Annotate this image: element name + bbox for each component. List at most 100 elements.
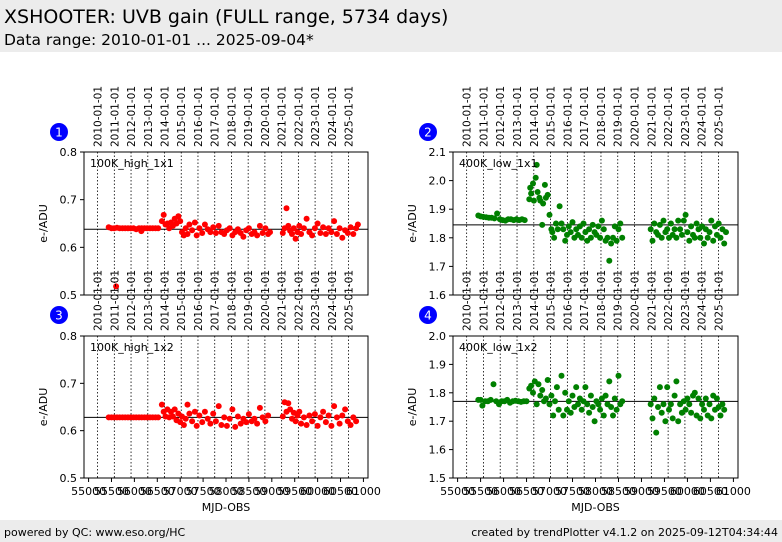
- data-point: [339, 412, 346, 419]
- data-point: [684, 395, 691, 402]
- data-point: [539, 221, 546, 228]
- data-point: [331, 218, 338, 225]
- data-point: [549, 229, 556, 236]
- year-tick-label: 2012-01-01: [126, 86, 138, 147]
- data-point: [533, 401, 540, 408]
- data-point: [210, 224, 217, 231]
- year-tick-label: 2020-01-01: [260, 86, 272, 147]
- year-tick-label: 2025-01-01: [714, 270, 726, 331]
- data-point: [177, 218, 184, 225]
- data-point: [565, 398, 572, 405]
- data-point: [204, 415, 211, 422]
- data-point: [721, 406, 728, 413]
- data-point: [565, 223, 572, 230]
- year-tick-label: 2010-01-01: [93, 270, 105, 331]
- data-point: [708, 415, 715, 422]
- year-tick-label: 2013-01-01: [512, 86, 524, 147]
- year-tick-label: 2017-01-01: [210, 86, 222, 147]
- data-point: [677, 226, 684, 233]
- data-point: [701, 240, 707, 247]
- data-point: [521, 217, 528, 224]
- data-point: [285, 222, 292, 229]
- data-point: [336, 420, 343, 427]
- data-point: [298, 231, 305, 237]
- y-tick-label: 1.9: [429, 203, 447, 216]
- x-tick-label: 59000: [254, 485, 289, 498]
- data-point: [651, 220, 658, 227]
- data-point: [610, 412, 616, 419]
- y-tick-label: 1.6: [429, 444, 447, 457]
- data-point: [613, 406, 620, 413]
- data-point: [243, 419, 250, 426]
- year-tick-label: 2024-01-01: [697, 86, 709, 147]
- data-point: [619, 234, 626, 241]
- data-point: [539, 387, 546, 393]
- data-point: [285, 400, 292, 407]
- plot-frame: [83, 335, 369, 479]
- data-point: [191, 219, 198, 226]
- data-point: [528, 190, 535, 197]
- x-axis-label: MJD-OBS: [202, 501, 250, 514]
- data-point: [199, 230, 206, 236]
- data-point: [658, 409, 665, 416]
- data-point: [544, 191, 551, 198]
- x-axis-label: MJD-OBS: [571, 501, 619, 514]
- x-tick-label: 57000: [163, 485, 198, 498]
- data-point: [283, 205, 290, 212]
- data-point: [699, 401, 706, 408]
- data-point: [218, 422, 225, 428]
- data-point: [191, 408, 198, 415]
- data-point: [688, 223, 695, 230]
- panel-number: 1: [55, 126, 63, 140]
- year-tick-label: 2025-01-01: [344, 270, 356, 331]
- x-tick-label: 56500: [140, 485, 175, 498]
- data-point: [537, 392, 544, 399]
- data-point: [189, 227, 196, 234]
- data-point: [193, 422, 200, 429]
- data-point: [289, 231, 295, 237]
- data-point: [331, 403, 338, 410]
- y-tick-label: 2.0: [429, 330, 447, 343]
- data-point: [595, 401, 602, 408]
- year-tick-label: 2025-01-01: [344, 86, 356, 147]
- data-point: [598, 217, 605, 224]
- data-point: [207, 420, 214, 427]
- data-point: [688, 409, 695, 416]
- page-title: XSHOOTER: UVB gain (FULL range, 5734 day…: [4, 6, 449, 28]
- data-point: [562, 389, 569, 396]
- data-point: [664, 384, 671, 391]
- data-point: [546, 211, 553, 218]
- y-tick-label: 0.6: [60, 241, 78, 254]
- data-point: [298, 420, 305, 427]
- data-point: [267, 229, 273, 236]
- year-tick-label: 2013-01-01: [512, 270, 524, 331]
- data-point: [171, 406, 178, 413]
- year-tick-label: 2022-01-01: [663, 270, 675, 331]
- footer-credit: powered by QC: www.eso.org/HC: [4, 526, 186, 539]
- year-tick-label: 2021-01-01: [646, 86, 658, 147]
- data-point: [229, 406, 236, 413]
- data-point: [491, 215, 498, 222]
- data-point: [584, 401, 591, 408]
- year-tick-label: 2015-01-01: [546, 270, 558, 331]
- data-point: [597, 406, 604, 413]
- year-tick-label: 2014-01-01: [160, 270, 172, 331]
- year-tick-label: 2015-01-01: [176, 86, 188, 147]
- x-tick-label: 61000: [716, 485, 751, 498]
- data-point: [660, 217, 667, 224]
- year-tick-label: 2018-01-01: [226, 86, 238, 147]
- data-point: [314, 220, 321, 227]
- data-point: [175, 213, 182, 220]
- data-point: [354, 221, 361, 228]
- data-point: [528, 382, 535, 389]
- data-point: [215, 403, 222, 410]
- y-tick-label: 1.9: [429, 358, 447, 371]
- data-point: [344, 230, 351, 236]
- year-tick-label: 2024-01-01: [327, 270, 339, 331]
- data-point: [710, 237, 717, 244]
- x-tick-label: 58000: [209, 485, 244, 498]
- data-point: [656, 221, 663, 228]
- data-point: [653, 429, 660, 436]
- year-tick-label: 2014-01-01: [529, 270, 541, 331]
- year-tick-label: 2022-01-01: [663, 86, 675, 147]
